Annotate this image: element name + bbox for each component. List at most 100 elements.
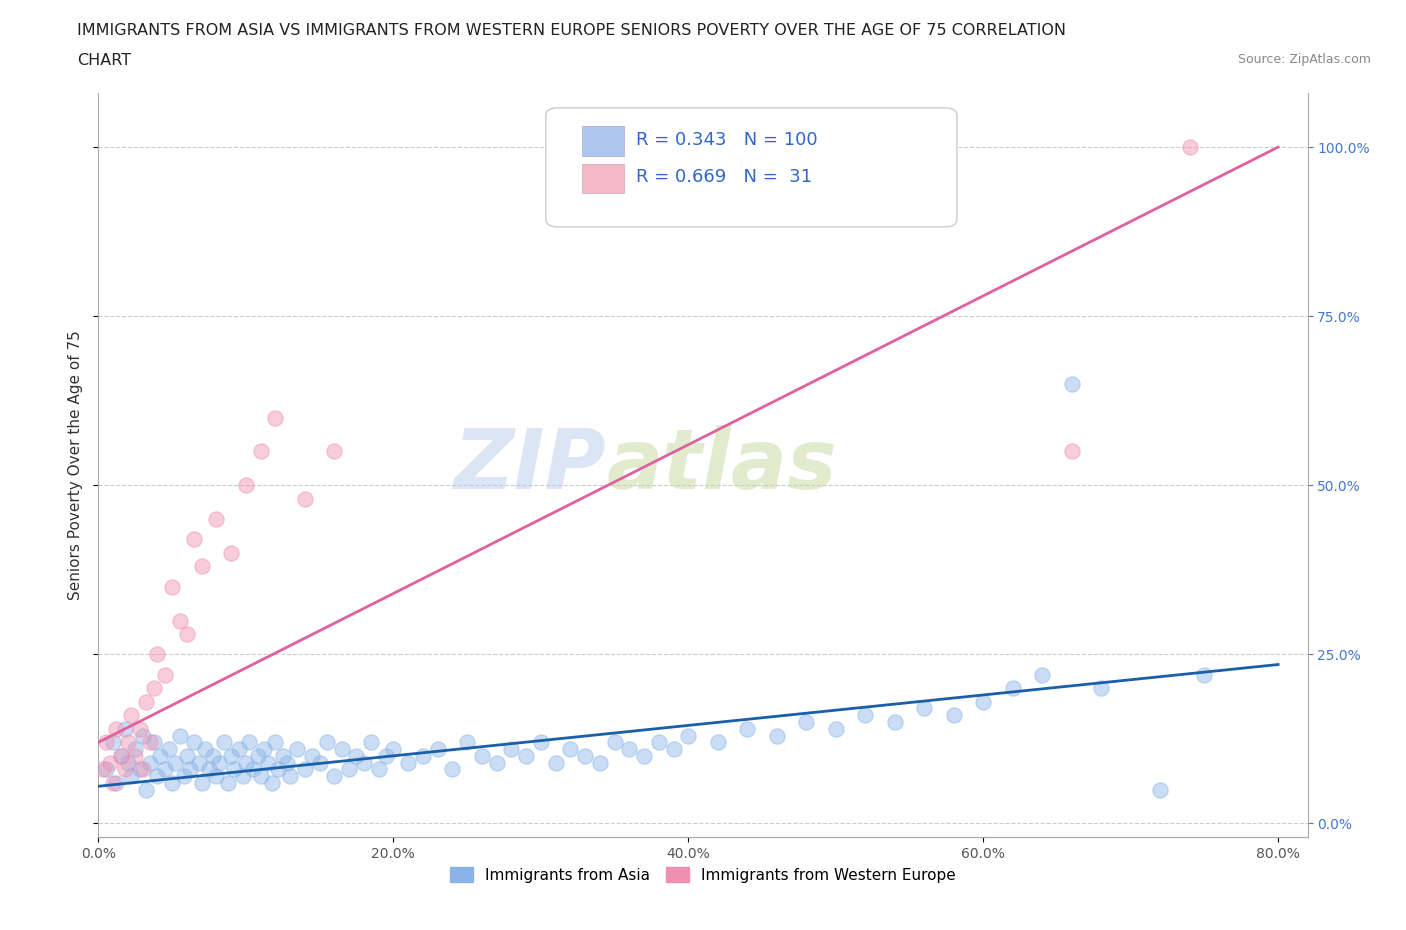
Point	[242, 762, 264, 777]
Point	[146, 647, 169, 662]
Point	[222, 762, 245, 777]
Point	[143, 681, 166, 696]
Point	[765, 728, 787, 743]
Point	[337, 762, 360, 777]
Point	[91, 762, 114, 777]
Point	[202, 749, 225, 764]
Point	[287, 741, 309, 756]
Point	[633, 749, 655, 764]
Point	[143, 735, 166, 750]
Point	[117, 755, 139, 770]
Text: IMMIGRANTS FROM ASIA VS IMMIGRANTS FROM WESTERN EUROPE SENIORS POVERTY OVER THE : IMMIGRANTS FROM ASIA VS IMMIGRANTS FROM …	[77, 23, 1066, 38]
Point	[135, 782, 157, 797]
Point	[619, 741, 641, 756]
Point	[485, 755, 508, 770]
Point	[146, 769, 169, 784]
Point	[375, 749, 398, 764]
Point	[131, 762, 153, 777]
Point	[589, 755, 612, 770]
Point	[160, 579, 183, 594]
Point	[367, 762, 389, 777]
Point	[360, 735, 382, 750]
Point	[101, 776, 124, 790]
Point	[1060, 377, 1083, 392]
Point	[173, 769, 195, 784]
Point	[1001, 681, 1024, 696]
Point	[128, 762, 150, 777]
Point	[139, 755, 162, 770]
Point	[942, 708, 965, 723]
Point	[323, 769, 346, 784]
Point	[501, 741, 523, 756]
Point	[179, 762, 201, 777]
Text: CHART: CHART	[77, 53, 131, 68]
Text: R = 0.669   N =  31: R = 0.669 N = 31	[637, 168, 813, 186]
Point	[1031, 667, 1053, 682]
Point	[706, 735, 728, 750]
Point	[94, 762, 117, 777]
Point	[824, 722, 846, 737]
Point	[120, 769, 142, 784]
Point	[294, 762, 316, 777]
Point	[249, 769, 271, 784]
Point	[219, 546, 242, 561]
FancyBboxPatch shape	[582, 164, 624, 193]
Point	[1060, 444, 1083, 458]
Point	[267, 762, 290, 777]
Point	[735, 722, 758, 737]
Point	[124, 749, 146, 764]
Point	[198, 762, 221, 777]
Point	[912, 701, 935, 716]
Point	[262, 776, 284, 790]
Point	[194, 741, 217, 756]
Point	[153, 667, 176, 682]
Point	[678, 728, 700, 743]
Point	[105, 776, 128, 790]
Point	[662, 741, 685, 756]
Point	[330, 741, 353, 756]
Point	[382, 741, 405, 756]
Point	[323, 444, 346, 458]
Point	[278, 769, 301, 784]
Point	[105, 722, 128, 737]
Point	[176, 749, 198, 764]
Point	[252, 741, 274, 756]
Point	[139, 735, 162, 750]
Point	[544, 755, 567, 770]
Point	[426, 741, 449, 756]
Text: atlas: atlas	[606, 424, 837, 506]
Point	[853, 708, 876, 723]
Point	[98, 755, 121, 770]
Point	[205, 769, 228, 784]
Point	[246, 749, 269, 764]
Point	[603, 735, 626, 750]
Point	[412, 749, 434, 764]
Point	[276, 755, 298, 770]
Point	[574, 749, 596, 764]
Point	[176, 627, 198, 642]
Point	[128, 722, 150, 737]
Point	[157, 741, 180, 756]
Point	[165, 755, 187, 770]
Point	[101, 735, 124, 750]
Point	[153, 762, 176, 777]
Point	[264, 410, 287, 425]
Point	[301, 749, 323, 764]
Point	[1194, 667, 1216, 682]
Point	[353, 755, 375, 770]
FancyBboxPatch shape	[546, 108, 957, 227]
Point	[235, 478, 257, 493]
Point	[794, 714, 817, 729]
Point	[110, 749, 132, 764]
Point	[114, 762, 136, 777]
FancyBboxPatch shape	[582, 126, 624, 156]
Point	[972, 695, 994, 710]
Point	[110, 749, 132, 764]
Point	[271, 749, 294, 764]
Point	[120, 708, 142, 723]
Point	[1149, 782, 1171, 797]
Point	[205, 512, 228, 526]
Point	[117, 735, 139, 750]
Text: ZIP: ZIP	[454, 424, 606, 506]
Point	[190, 776, 212, 790]
